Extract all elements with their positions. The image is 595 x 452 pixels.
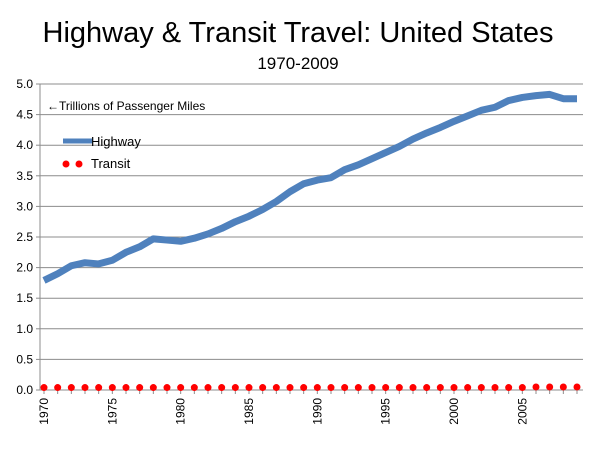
data-point-transit (559, 383, 567, 391)
y-tick-label: 5.0 (16, 77, 33, 91)
x-tick-label: 1970 (37, 398, 51, 425)
y-tick-label: 0.0 (16, 383, 33, 397)
legend-label-highway: Highway (91, 134, 141, 149)
x-tick-label: 1990 (310, 398, 324, 425)
data-point-transit (218, 384, 226, 392)
y-tick-labels: 0.0 0.5 1.0 1.5 2.0 2.5 3.0 3.5 4.0 4.5 5.0 (16, 77, 33, 397)
data-point-transit (81, 384, 89, 392)
y-tick-label: 2.0 (16, 261, 33, 275)
series-line-highway (42, 90, 577, 284)
chart-subtitle: 1970-2009 (257, 54, 338, 73)
data-point-transit (136, 384, 144, 392)
legend-label-transit: Transit (91, 156, 131, 171)
y-tick-label: 0.5 (16, 352, 33, 366)
axes (39, 84, 583, 394)
x-tick-label: 1995 (379, 398, 393, 425)
data-point-transit (327, 384, 335, 392)
x-tick-label: 1985 (242, 398, 256, 425)
data-point-transit (204, 384, 212, 392)
data-point-transit (382, 384, 390, 392)
data-point-transit (231, 384, 239, 392)
data-point-transit (518, 384, 526, 392)
data-point-transit (477, 384, 485, 392)
data-point-transit (286, 384, 294, 392)
y-tick-label: 3.5 (16, 169, 33, 183)
y-tick-label: 4.0 (16, 138, 33, 152)
data-point-transit (464, 384, 472, 392)
data-point-transit (313, 384, 321, 392)
data-point-transit (272, 384, 280, 392)
data-point-transit (149, 384, 157, 392)
data-point-transit (259, 384, 267, 392)
data-point-transit (546, 383, 554, 391)
data-point-transit (436, 384, 444, 392)
data-point-transit (450, 384, 458, 392)
x-tick-label: 1980 (174, 398, 188, 425)
data-point-transit (395, 384, 403, 392)
data-point-transit (409, 384, 417, 392)
y-tick-label: 3.0 (16, 199, 33, 213)
legend: Highway Transit (62, 134, 141, 171)
data-point-transit (122, 384, 130, 392)
legend-swatch-transit-dot-2 (75, 160, 83, 168)
data-point-transit (505, 384, 513, 392)
x-tick-label: 2005 (515, 398, 529, 425)
series (40, 90, 581, 392)
y-tick-label: 1.0 (16, 322, 33, 336)
data-point-transit (95, 384, 103, 392)
data-point-transit (54, 384, 62, 392)
x-tick-labels: 1970 1975 1980 1985 1990 1995 2000 2005 (37, 398, 529, 425)
data-point-transit (245, 384, 253, 392)
legend-swatch-transit-dot-1 (62, 160, 70, 168)
gridlines (36, 83, 583, 391)
data-point-transit (354, 384, 362, 392)
data-point-transit (341, 384, 349, 392)
chart-title: Highway & Transit Travel: United States (43, 17, 554, 49)
data-point-transit (423, 384, 431, 392)
data-point-transit (163, 384, 171, 392)
data-point-transit (300, 384, 308, 392)
data-point-transit (368, 384, 376, 392)
data-point-transit (67, 384, 75, 392)
y-tick-label: 4.5 (16, 108, 33, 122)
y-axis-annotation: ←Trillions of Passenger Miles (47, 99, 205, 113)
x-tick-label: 1975 (105, 398, 119, 425)
y-tick-label: 1.5 (16, 291, 33, 305)
data-point-transit (108, 384, 116, 392)
data-point-transit (177, 384, 185, 392)
data-point-transit (491, 384, 499, 392)
data-point-transit (40, 384, 48, 392)
y-tick-label: 2.5 (16, 230, 33, 244)
data-point-transit (532, 383, 540, 391)
x-tick-label: 2000 (447, 398, 461, 425)
data-point-transit (190, 384, 198, 392)
data-point-transit (573, 383, 581, 391)
